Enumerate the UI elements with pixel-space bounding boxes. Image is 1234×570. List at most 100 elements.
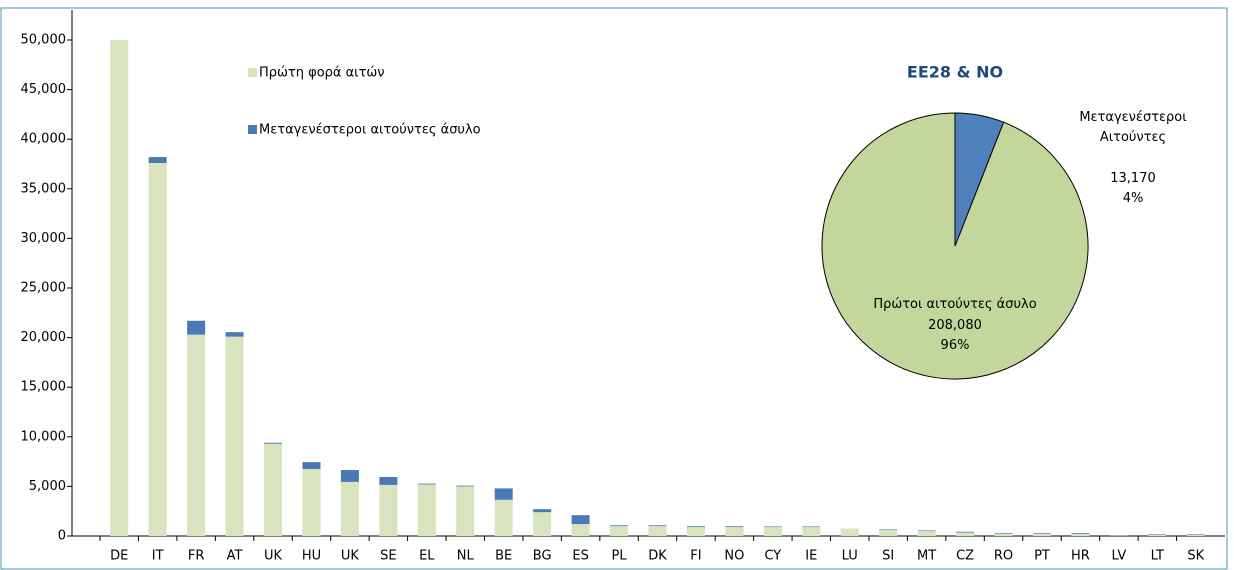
x-tick-label: LU xyxy=(842,549,858,564)
frame xyxy=(0,7,1228,570)
bar-segment xyxy=(340,481,359,536)
bar-segment xyxy=(725,526,744,528)
bar-segment xyxy=(1148,535,1167,536)
y-tick-label: 40,000 xyxy=(21,132,67,147)
bar-segment xyxy=(379,484,398,536)
bar-segment xyxy=(994,533,1013,536)
y-tick-label: 30,000 xyxy=(21,231,67,246)
x-tick-label: PL xyxy=(612,549,628,564)
bar-segment xyxy=(802,527,821,536)
x-tick-label: SE xyxy=(380,549,396,564)
x-tick-label: DK xyxy=(648,549,667,564)
bar-segment xyxy=(648,525,667,527)
x-tick-label: LT xyxy=(1151,549,1164,564)
bar-segment xyxy=(225,332,244,337)
bar-segment xyxy=(456,485,475,487)
y-tick-label: 35,000 xyxy=(21,181,67,196)
pie-percent-label: 4% xyxy=(1122,191,1144,206)
y-tick-label: 5,000 xyxy=(29,479,66,494)
bar-segment xyxy=(994,532,1013,534)
bar-segment xyxy=(187,334,206,536)
bar-segment xyxy=(917,530,936,532)
bar-segment xyxy=(494,488,513,500)
bar-segment xyxy=(648,526,667,536)
pie-title: ΕΕ28 & ΝΟ xyxy=(907,63,1003,82)
pie-value-label: 208,080 xyxy=(928,318,982,333)
bar-segment xyxy=(1148,534,1167,536)
bar-segment xyxy=(417,484,436,536)
x-tick-label: FR xyxy=(188,549,205,564)
legend-swatch xyxy=(248,125,257,134)
bar-segment xyxy=(417,483,436,485)
x-tick-label: UK xyxy=(264,549,283,564)
legend-label: Μεταγενέστεροι αιτούντες άσυλο xyxy=(259,123,481,138)
bar-segment xyxy=(110,40,129,536)
bar-segment xyxy=(1071,534,1090,536)
bar-segment xyxy=(571,524,590,536)
x-tick-label: IE xyxy=(805,549,817,564)
bar-segment xyxy=(725,527,744,536)
bar-segment xyxy=(571,515,590,525)
bar-segment xyxy=(840,528,859,536)
bar-segment xyxy=(302,462,321,470)
pie-percent-label: 96% xyxy=(940,338,970,353)
y-tick-label: 0 xyxy=(58,529,66,544)
bar-segment xyxy=(264,442,283,444)
bar-segment xyxy=(1186,534,1205,536)
bar-segment xyxy=(610,525,629,527)
x-tick-label: EL xyxy=(419,549,435,564)
bar-segment xyxy=(148,163,167,536)
x-tick-label: CY xyxy=(764,549,781,564)
bar-segment xyxy=(533,512,552,536)
bar-segment xyxy=(686,527,705,536)
bar-segment xyxy=(456,486,475,536)
y-tick-label: 20,000 xyxy=(21,330,67,345)
bar-segment xyxy=(1186,535,1205,536)
x-tick-label: LV xyxy=(1112,549,1127,564)
bar-segment xyxy=(763,526,782,528)
bar-segment xyxy=(494,499,513,536)
x-tick-label: DE xyxy=(110,549,128,564)
x-tick-label: AT xyxy=(227,549,243,564)
bar-segment xyxy=(917,531,936,536)
x-tick-label: UK xyxy=(341,549,360,564)
x-tick-label: PT xyxy=(1034,549,1050,564)
bar-segment xyxy=(379,476,398,485)
x-tick-label: HR xyxy=(1071,549,1090,564)
y-tick-label: 50,000 xyxy=(21,33,67,48)
x-tick-label: FI xyxy=(690,549,701,564)
bar-segment xyxy=(1032,532,1051,534)
bar-segment xyxy=(1071,533,1090,535)
y-tick-label: 15,000 xyxy=(21,380,67,395)
y-tick-label: 25,000 xyxy=(21,281,67,296)
x-tick-label: NL xyxy=(457,549,475,564)
bar-segment xyxy=(340,470,359,482)
bar-segment xyxy=(610,526,629,536)
x-tick-label: NO xyxy=(724,549,744,564)
x-tick-label: CZ xyxy=(956,549,974,564)
x-tick-label: BE xyxy=(495,549,512,564)
pie-label: Πρώτοι αιτούντες άσυλο xyxy=(873,297,1037,312)
bar-segment xyxy=(187,320,206,335)
bar-segment xyxy=(802,526,821,528)
x-tick-label: ES xyxy=(572,549,588,564)
x-tick-label: MT xyxy=(917,549,936,564)
bar-segment xyxy=(225,336,244,536)
bar-segment xyxy=(1032,533,1051,536)
bar-segment xyxy=(686,526,705,528)
legend-label: Πρώτη φορά αιτών xyxy=(259,66,385,81)
pie-slice xyxy=(954,112,1005,247)
bar-segment xyxy=(956,531,975,533)
bar-segment xyxy=(879,529,898,531)
x-tick-label: BG xyxy=(533,549,552,564)
pie-label: Μεταγενέστεροι Αιτούντες xyxy=(1079,110,1187,145)
pie-value-label: 13,170 xyxy=(1110,171,1156,186)
x-tick-label: HU xyxy=(302,549,321,564)
x-tick-label: IT xyxy=(152,549,164,564)
bar-segment xyxy=(763,527,782,536)
x-tick-label: SI xyxy=(882,549,894,564)
bar-segment xyxy=(148,157,167,164)
bar-segment xyxy=(264,443,283,536)
